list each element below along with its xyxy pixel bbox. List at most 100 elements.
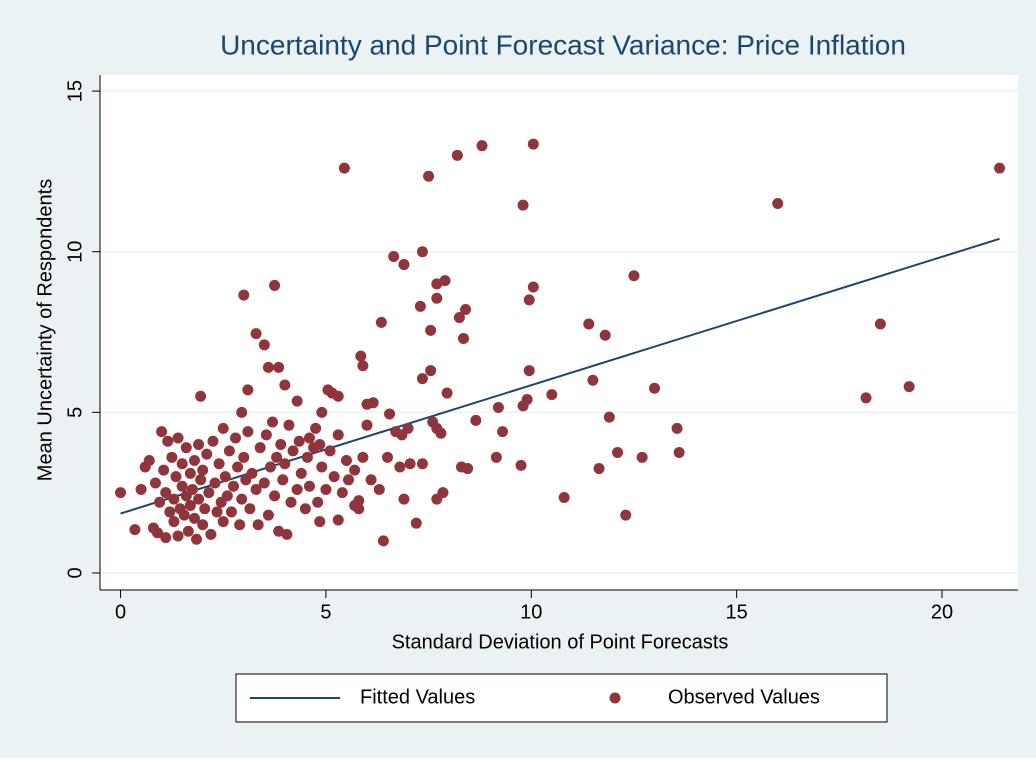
scatter-point bbox=[320, 483, 332, 495]
scatter-point bbox=[460, 304, 472, 316]
scatter-point bbox=[324, 445, 336, 457]
scatter-point bbox=[234, 519, 246, 531]
scatter-point bbox=[303, 480, 315, 492]
scatter-point bbox=[593, 463, 605, 475]
scatter-point bbox=[398, 259, 410, 271]
scatter-point bbox=[398, 493, 410, 505]
scatter-point bbox=[262, 361, 274, 373]
scatter-point bbox=[314, 438, 326, 450]
scatter-point bbox=[254, 442, 266, 454]
scatter-point bbox=[223, 445, 235, 457]
scatter-point bbox=[587, 374, 599, 386]
scatter-point bbox=[269, 279, 281, 291]
scatter-point bbox=[203, 487, 215, 499]
scatter-point bbox=[431, 278, 443, 290]
scatter-point bbox=[242, 384, 254, 396]
legend-marker bbox=[609, 692, 621, 704]
scatter-point bbox=[361, 419, 373, 431]
scatter-point bbox=[195, 474, 207, 486]
scatter-point bbox=[299, 503, 311, 515]
scatter-point bbox=[470, 414, 482, 426]
scatter-point bbox=[162, 435, 174, 447]
scatter-point bbox=[437, 487, 449, 499]
x-tick-label: 15 bbox=[726, 601, 748, 623]
scatter-point bbox=[152, 527, 164, 539]
legend-label: Fitted Values bbox=[360, 686, 475, 708]
scatter-point bbox=[168, 493, 180, 505]
scatter-point bbox=[388, 251, 400, 263]
scatter-point bbox=[416, 458, 428, 470]
plot-area bbox=[100, 75, 1018, 590]
scatter-point bbox=[186, 483, 198, 495]
scatter-point bbox=[390, 426, 402, 438]
scatter-point bbox=[382, 451, 394, 463]
scatter-point bbox=[267, 416, 279, 428]
x-tick-label: 20 bbox=[931, 601, 953, 623]
scatter-point bbox=[115, 487, 127, 499]
scatter-point bbox=[612, 446, 624, 458]
scatter-point bbox=[357, 360, 369, 372]
scatter-point bbox=[322, 384, 334, 396]
scatter-point bbox=[230, 432, 242, 444]
scatter-point bbox=[273, 361, 285, 373]
scatter-point bbox=[170, 471, 182, 483]
scatter-point bbox=[250, 328, 262, 340]
scatter-point bbox=[416, 246, 428, 258]
scatter-point bbox=[283, 419, 295, 431]
scatter-point bbox=[340, 455, 352, 467]
scatter-point bbox=[338, 162, 350, 174]
scatter-point bbox=[527, 281, 539, 293]
scatter-point bbox=[271, 451, 283, 463]
scatter-point bbox=[517, 199, 529, 211]
scatter-point bbox=[671, 422, 683, 434]
scatter-point bbox=[328, 471, 340, 483]
scatter-point bbox=[160, 532, 172, 544]
x-tick-label: 10 bbox=[520, 601, 542, 623]
scatter-point bbox=[310, 422, 322, 434]
scatter-point bbox=[620, 509, 632, 521]
scatter-point bbox=[188, 455, 200, 467]
scatter-point bbox=[232, 461, 244, 473]
scatter-point bbox=[349, 464, 361, 476]
scatter-point bbox=[269, 490, 281, 502]
scatter-point bbox=[258, 339, 270, 351]
scatter-point bbox=[291, 483, 303, 495]
scatter-point bbox=[583, 318, 595, 330]
scatter-point bbox=[211, 506, 223, 518]
scatter-point bbox=[497, 426, 509, 438]
scatter-point bbox=[166, 451, 178, 463]
scatter-point bbox=[453, 312, 465, 324]
y-tick-label: 0 bbox=[64, 567, 86, 578]
scatter-point bbox=[178, 509, 190, 521]
scatter-point bbox=[262, 509, 274, 521]
scatter-point bbox=[462, 463, 474, 475]
scatter-point bbox=[546, 389, 558, 401]
scatter-point bbox=[384, 408, 396, 420]
scatter-point bbox=[207, 435, 219, 447]
scatter-point bbox=[603, 411, 615, 423]
scatter-point bbox=[244, 503, 256, 515]
scatter-point bbox=[312, 496, 324, 508]
scatter-point bbox=[221, 490, 233, 502]
scatter-point bbox=[164, 506, 176, 518]
scatter-point bbox=[860, 392, 872, 404]
scatter-point bbox=[188, 512, 200, 524]
scatter-point bbox=[238, 451, 250, 463]
scatter-point bbox=[246, 467, 258, 479]
scatter-point bbox=[332, 429, 344, 441]
scatter-point bbox=[156, 426, 168, 438]
scatter-point bbox=[295, 467, 307, 479]
scatter-point bbox=[476, 140, 488, 152]
scatter-point bbox=[301, 451, 313, 463]
scatter-point bbox=[143, 455, 155, 467]
legend-label: Observed Values bbox=[668, 686, 820, 708]
x-tick-label: 0 bbox=[115, 601, 126, 623]
scatter-point bbox=[195, 390, 207, 402]
scatter-point bbox=[285, 496, 297, 508]
scatter-point bbox=[193, 493, 205, 505]
y-tick-label: 10 bbox=[64, 241, 86, 263]
scatter-point bbox=[414, 300, 426, 312]
scatter-point bbox=[416, 373, 428, 385]
scatter-point bbox=[903, 381, 915, 393]
